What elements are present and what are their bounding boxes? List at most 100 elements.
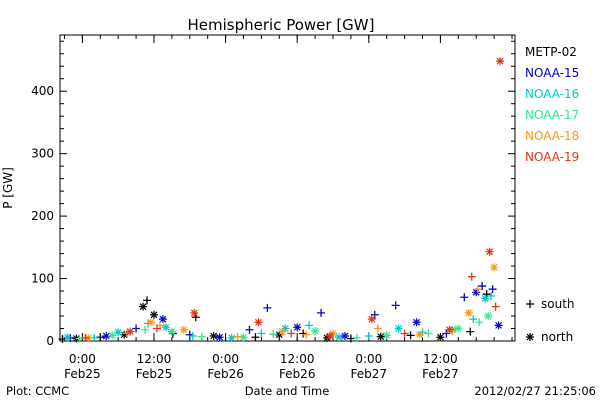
data-point [161,323,170,332]
data-point [269,330,278,339]
data-point [254,318,263,327]
legend-item: NOAA-18 [525,129,579,143]
x-axis: 0:00Feb2512:00Feb250:00Feb2612:00Feb260:… [63,35,513,381]
data-point [481,294,490,303]
legend-south-marker [526,300,534,308]
y-axis: 0 100 200 300 400 [31,40,515,348]
y-tick-label: 100 [31,272,54,286]
data-point [467,272,476,281]
data-point [488,285,497,294]
data-point [245,325,254,334]
x-tick-label-time: 12:00 [137,352,172,366]
data-point [281,324,290,333]
data-point [466,327,475,336]
x-tick-label-date: Feb27 [351,367,388,381]
x-tick-label-time: 0:00 [355,352,382,366]
data-point [469,315,478,324]
data-point [179,325,188,334]
data-point [302,330,311,339]
data-point [464,308,473,317]
data-point [251,333,260,342]
data-point [376,332,385,341]
data-point [496,57,505,66]
data-point [239,333,248,342]
data-point [484,312,493,321]
data-point [340,332,349,341]
x-tick-label-time: 0:00 [69,352,96,366]
data-point [370,310,379,319]
data-point [334,333,343,342]
data-point [188,332,197,341]
legend-marker-label: south [541,297,575,311]
data-point [197,332,206,341]
plot-credit: Plot: CCMC [6,384,69,398]
data-point [293,323,302,332]
data-point [287,329,296,338]
data-point [478,282,487,291]
data-point [490,263,499,272]
legend-item: NOAA-19 [525,150,579,164]
data-point [227,333,236,342]
legend-item: NOAA-16 [525,87,579,101]
x-tick-label-time: 12:00 [423,352,458,366]
y-tick-label: 400 [31,84,54,98]
data-points [58,57,505,344]
series-noaa-16 [63,292,496,342]
data-point [141,325,150,334]
series-noaa-17 [75,312,493,343]
data-point [323,333,332,342]
series-metp-02 [58,290,491,344]
data-point [445,325,454,334]
x-tick-label-time: 0:00 [212,352,239,366]
data-point [415,330,424,339]
data-point [352,333,361,342]
legend-item: METP-02 [525,45,577,59]
data-point [491,302,500,311]
data-point [364,332,373,341]
data-point [412,318,421,327]
data-point [317,308,326,317]
data-point [406,331,415,340]
data-point [233,332,242,341]
data-point [391,301,400,310]
data-point [487,292,496,301]
x-tick-label-date: Feb25 [136,367,173,381]
data-point [167,327,176,336]
x-tick-label-date: Feb26 [279,367,316,381]
chart-title: Hemispheric Power [GW] [188,16,375,34]
x-tick-label-date: Feb27 [422,367,459,381]
data-point [485,247,494,256]
data-point [81,333,90,342]
data-point [311,327,320,336]
data-point [143,296,152,305]
legend-item: NOAA-15 [525,66,579,80]
data-point [400,329,409,338]
y-tick-label: 0 [46,334,54,348]
data-point [63,333,72,342]
data-point [152,324,161,333]
legend: METP-02 NOAA-15 NOAA-16 NOAA-17 NOAA-18 NOAA-… [525,45,579,164]
data-point [108,331,117,340]
x-tick-label-date: Feb25 [64,367,101,381]
series-noaa-19 [81,57,505,342]
data-point [114,328,123,337]
data-point [473,285,482,294]
data-point [472,288,481,297]
data-point [190,308,199,317]
x-axis-label: Date and Time [245,384,330,398]
data-point [424,329,433,338]
data-point [460,293,469,302]
data-point [436,333,445,342]
data-point [120,330,129,339]
data-point [278,327,287,336]
series-noaa-15 [66,282,503,342]
data-point [158,315,167,324]
data-point [257,329,266,338]
data-point [382,331,391,340]
data-point [215,333,224,342]
x-tick-label-date: Feb26 [207,367,244,381]
data-point [475,318,484,327]
x-tick-label-time: 12:00 [280,352,315,366]
data-point [326,332,335,341]
data-point [263,303,272,312]
